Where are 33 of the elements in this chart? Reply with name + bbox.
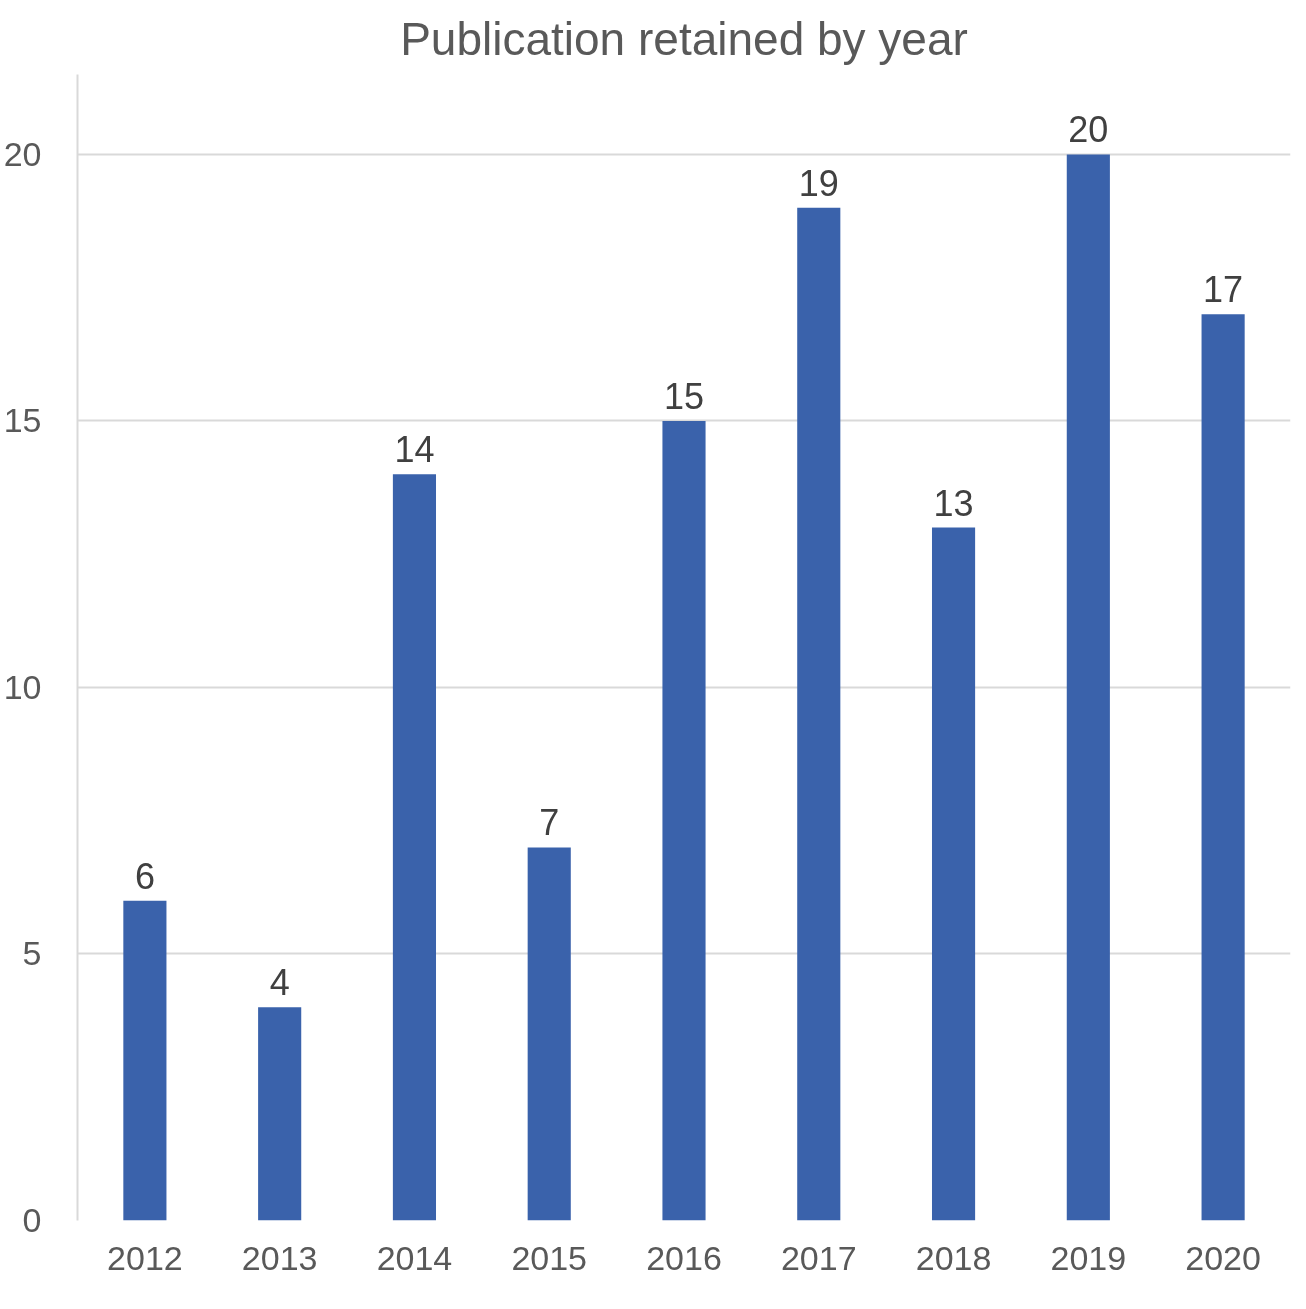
y-tick-label: 20 xyxy=(3,134,42,173)
data-label: 14 xyxy=(394,429,435,471)
chart-title: Publication retained by year xyxy=(400,12,968,65)
data-label: 6 xyxy=(134,855,155,897)
x-tick-label: 2013 xyxy=(241,1238,318,1277)
data-label: 17 xyxy=(1203,269,1244,311)
bar xyxy=(797,207,841,1221)
x-tick-label: 2012 xyxy=(107,1238,183,1277)
data-label: 20 xyxy=(1068,109,1109,151)
x-tick-label: 2016 xyxy=(646,1238,722,1277)
bar xyxy=(1066,154,1110,1221)
data-label: 4 xyxy=(269,962,290,1004)
x-tick-label: 2020 xyxy=(1185,1238,1261,1277)
y-tick-label: 0 xyxy=(22,1201,42,1239)
bar xyxy=(931,527,976,1221)
x-tick-label: 2019 xyxy=(1050,1238,1127,1277)
y-tick-label: 5 xyxy=(22,934,42,973)
data-label: 15 xyxy=(663,375,705,417)
bar xyxy=(1201,314,1245,1221)
bar xyxy=(258,1007,302,1221)
bar xyxy=(392,474,437,1221)
y-tick-label: 15 xyxy=(3,401,42,440)
data-label: 19 xyxy=(798,162,839,204)
x-tick-label: 2015 xyxy=(511,1238,588,1277)
bar xyxy=(662,420,706,1221)
x-tick-label: 2017 xyxy=(780,1238,857,1277)
bar xyxy=(123,900,167,1221)
y-tick-label: 10 xyxy=(3,667,42,706)
x-tick-label: 2014 xyxy=(376,1238,453,1277)
data-label: 7 xyxy=(539,802,560,844)
data-label: 13 xyxy=(933,482,974,524)
bar xyxy=(527,847,571,1221)
x-tick-label: 2018 xyxy=(915,1238,992,1277)
